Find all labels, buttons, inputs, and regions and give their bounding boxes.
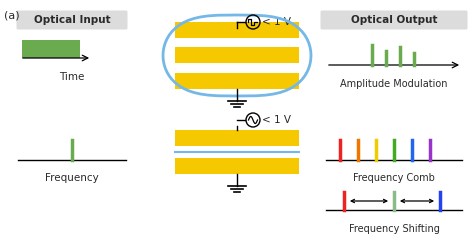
- Text: < 1 V: < 1 V: [262, 115, 291, 125]
- Text: (a): (a): [4, 10, 19, 20]
- Text: < 1 V: < 1 V: [262, 17, 291, 27]
- Bar: [175, 22, 299, 38]
- Text: Time: Time: [59, 72, 85, 82]
- Bar: [175, 130, 299, 146]
- Bar: [175, 158, 299, 174]
- Text: Optical Output: Optical Output: [351, 15, 437, 25]
- Text: Optical Input: Optical Input: [34, 15, 110, 25]
- Text: Frequency Comb: Frequency Comb: [353, 173, 435, 183]
- Text: Amplitude Modulation: Amplitude Modulation: [340, 79, 448, 89]
- Bar: [175, 47, 299, 63]
- Bar: [22, 40, 80, 58]
- FancyBboxPatch shape: [17, 10, 128, 29]
- FancyBboxPatch shape: [320, 10, 467, 29]
- Text: Frequency Shifting: Frequency Shifting: [348, 224, 439, 234]
- Text: Frequency: Frequency: [45, 173, 99, 183]
- Bar: [175, 73, 299, 89]
